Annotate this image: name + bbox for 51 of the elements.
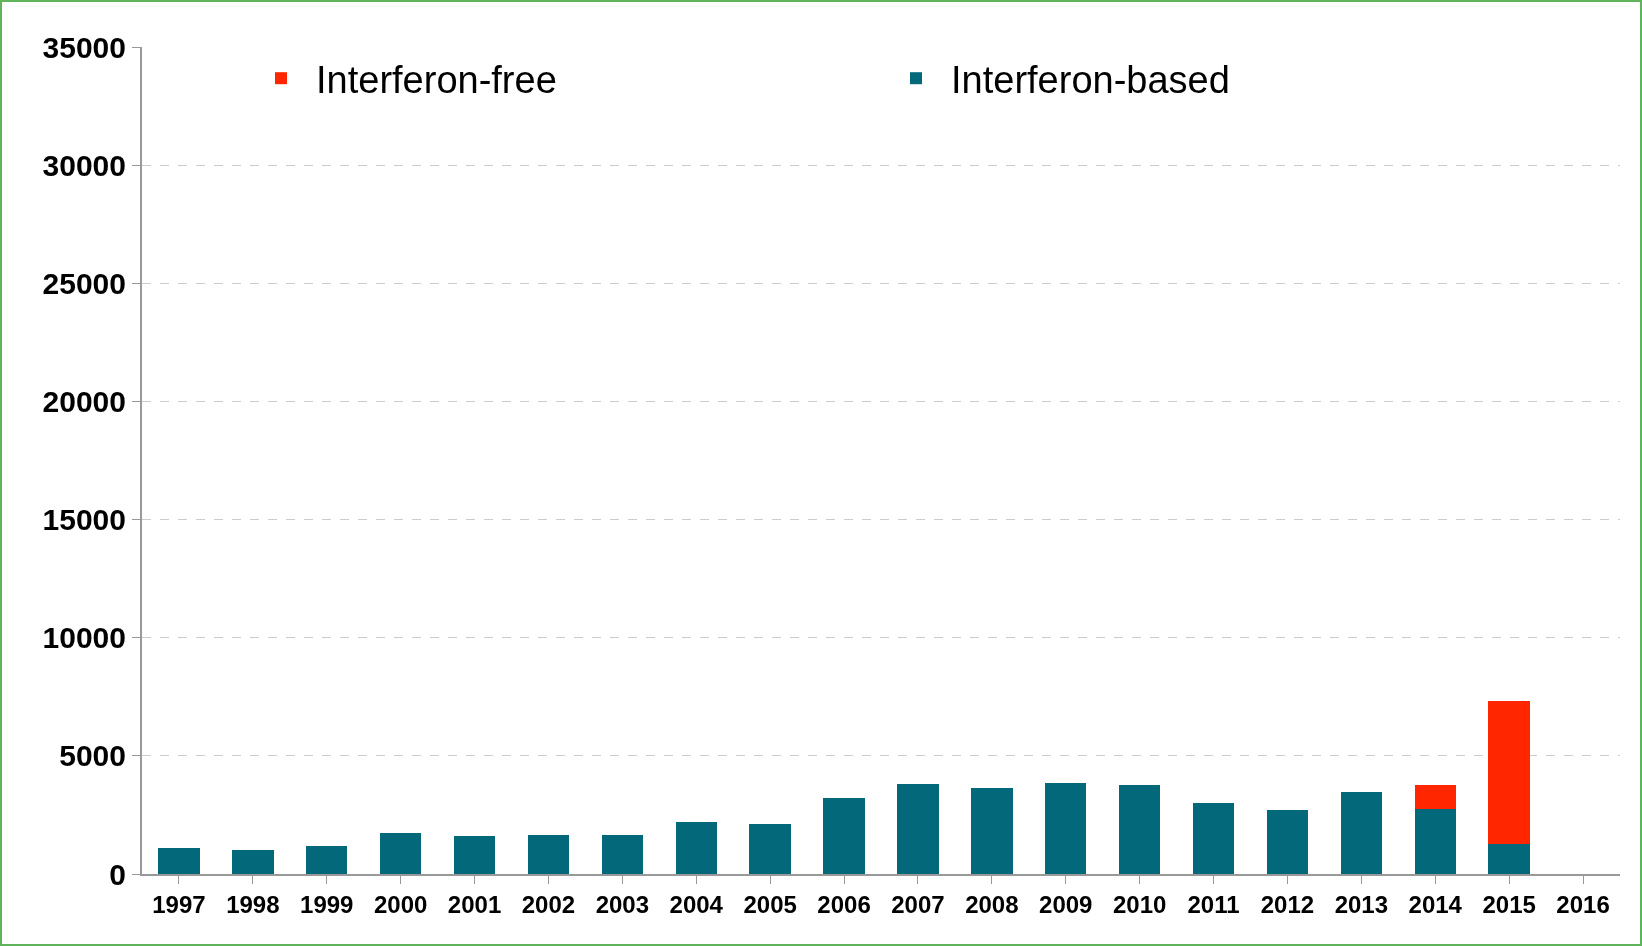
x-tick-label: 2011 [1187, 890, 1240, 918]
bar [1488, 700, 1530, 844]
bar [823, 798, 865, 874]
x-tick-label: 2006 [817, 890, 871, 918]
x-tick-label: 2010 [1112, 890, 1167, 918]
x-tick-label: 2008 [965, 890, 1019, 918]
y-tick-label: 15000 [42, 503, 126, 537]
bar [379, 833, 422, 874]
bar [749, 823, 791, 874]
bar [453, 835, 496, 874]
bar [306, 845, 348, 874]
y-tick-label: 5000 [59, 739, 126, 773]
bar [232, 849, 274, 874]
bar [1118, 785, 1161, 874]
y-tick-label: 0 [109, 857, 126, 891]
x-tick-label: 1999 [300, 890, 354, 918]
bar [675, 821, 717, 874]
x-tick-label: 1998 [226, 890, 280, 918]
bar [971, 787, 1013, 874]
bar [601, 834, 644, 874]
y-tick-label: 30000 [42, 148, 126, 182]
bar [1192, 802, 1235, 874]
legend-label: Interferon-free [316, 59, 557, 102]
x-tick-label: 2013 [1334, 890, 1389, 918]
bar [1045, 782, 1087, 874]
x-tick-label: 2014 [1408, 890, 1463, 918]
bar [1414, 785, 1456, 809]
y-tick-label: 25000 [42, 266, 126, 300]
y-tick-label: 35000 [42, 30, 126, 64]
legend-label: Interferon-based [951, 59, 1230, 102]
x-tick-label: 2002 [521, 890, 576, 918]
x-tick-label: 2004 [669, 890, 724, 918]
y-tick-label: 20000 [42, 384, 126, 418]
x-tick-label: 2007 [891, 890, 945, 918]
x-tick-label: 1997 [152, 890, 206, 918]
x-tick-label: 2016 [1556, 890, 1610, 918]
x-tick-label: 2012 [1260, 890, 1315, 918]
bar [1340, 791, 1383, 874]
y-tick-label: 10000 [42, 621, 126, 655]
x-tick-label: 2001 [447, 890, 502, 918]
x-tick-label: 2015 [1482, 890, 1536, 918]
bar [158, 848, 200, 874]
x-tick-label: 2005 [743, 890, 797, 918]
x-tick-label: 2003 [595, 890, 650, 918]
bar [1488, 843, 1530, 874]
bar [897, 784, 939, 874]
bar [1414, 808, 1456, 874]
x-tick-label: 2000 [373, 890, 428, 918]
bar [527, 834, 570, 874]
bar [1266, 809, 1309, 874]
x-tick-label: 2009 [1039, 890, 1093, 918]
